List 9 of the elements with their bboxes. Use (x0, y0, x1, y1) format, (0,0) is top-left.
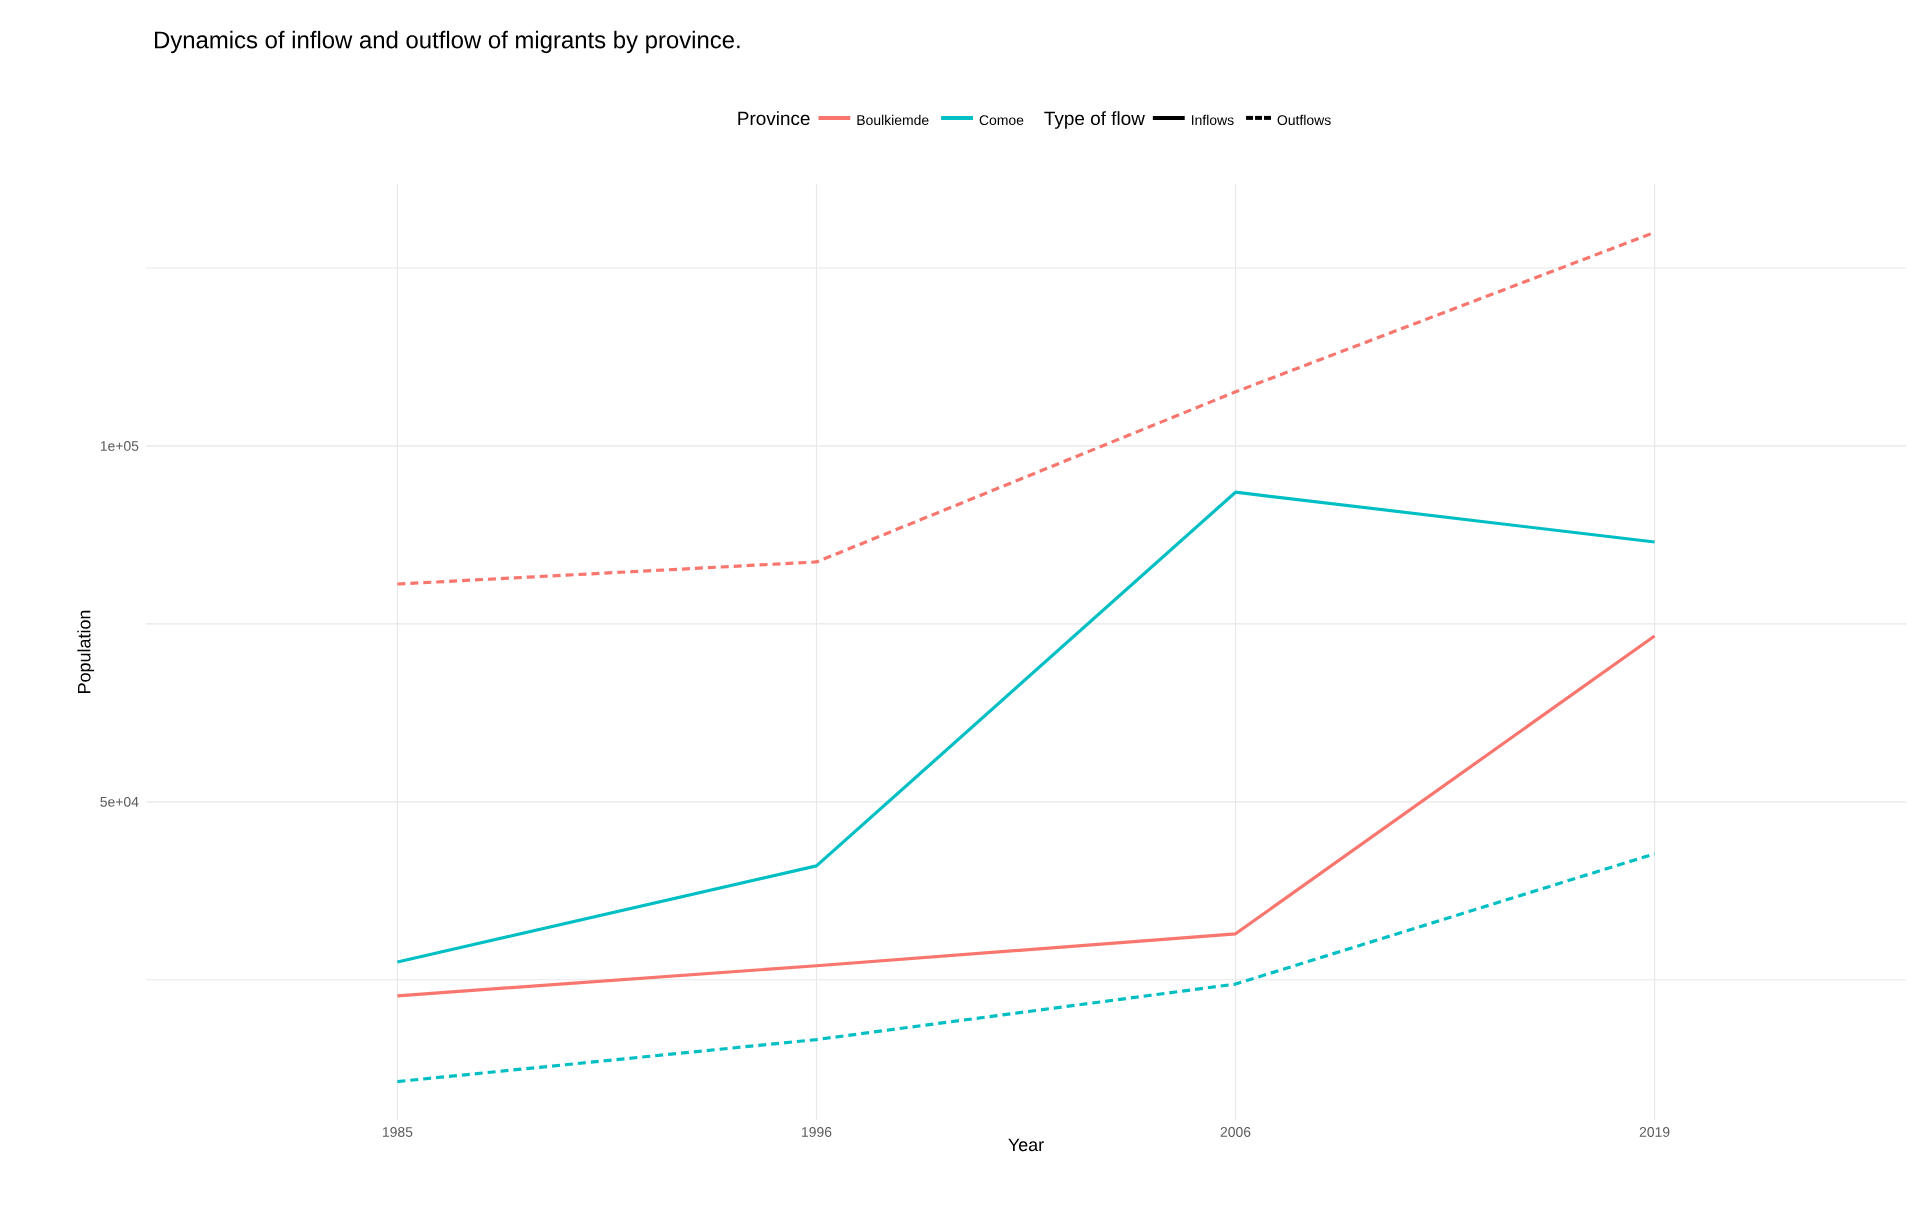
text: Province (738, 111, 810, 126)
line-series (395, 852, 1657, 1084)
text: Type of flow (1044, 111, 1145, 129)
y-axis-title: Population (77, 610, 95, 693)
line-series (395, 490, 1657, 964)
line-series (395, 230, 1657, 586)
x-axis-title: Year (1008, 1138, 1044, 1152)
line-series (395, 634, 1657, 998)
chart-title: Dynamics of inflow and outflow of migrants by province. (155, 30, 740, 54)
